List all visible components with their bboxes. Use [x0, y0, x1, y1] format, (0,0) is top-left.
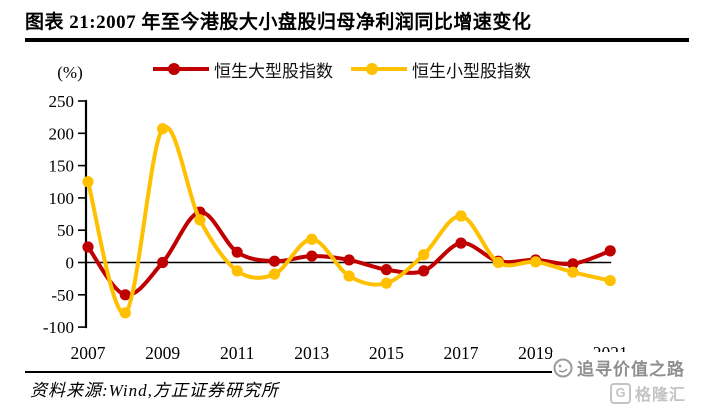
- gelonghui-logo-icon: G: [610, 382, 631, 404]
- watermark-logo-row: G 格隆汇: [610, 381, 714, 404]
- title-rule: [25, 38, 689, 42]
- data-point-small-cap: [492, 256, 504, 269]
- data-point-small-cap: [343, 270, 355, 282]
- data-point-large-cap: [418, 265, 430, 277]
- data-point-small-cap: [194, 214, 206, 226]
- data-point-small-cap: [604, 274, 616, 287]
- legend-label-small-cap: 恒生小型股指数: [412, 61, 531, 81]
- gelonghui-logo-text: 格隆汇: [635, 387, 687, 404]
- data-point-large-cap: [82, 241, 94, 253]
- x-tick-label: 2007: [71, 343, 106, 363]
- data-point-small-cap: [82, 176, 94, 188]
- data-point-large-cap: [231, 246, 243, 258]
- data-point-small-cap: [530, 256, 542, 268]
- y-tick-label: 100: [49, 189, 75, 208]
- data-point-small-cap: [455, 210, 467, 222]
- data-point-small-cap: [231, 265, 243, 277]
- data-point-small-cap: [157, 123, 169, 135]
- legend-marker-large-cap-icon: [153, 63, 209, 75]
- y-tick-label: 200: [49, 124, 75, 143]
- source-note: 资料来源:Wind,方正证券研究所: [30, 381, 279, 400]
- legend-label-large-cap: 恒生大型股指数: [214, 61, 333, 81]
- data-point-large-cap: [455, 237, 467, 249]
- footer-rule: [25, 371, 689, 373]
- legend-marker-small-cap-icon: [351, 63, 407, 75]
- y-axis-unit-label: (%): [57, 63, 82, 82]
- data-point-large-cap: [343, 254, 355, 266]
- figure-title: 图表 21:2007 年至今港股大小盘股归母净利润同比增速变化: [25, 12, 532, 33]
- data-point-small-cap: [418, 249, 430, 261]
- data-point-small-cap: [567, 266, 579, 278]
- x-tick-label: 2019: [518, 343, 553, 363]
- data-point-small-cap: [119, 307, 131, 319]
- compass-icon: [553, 358, 573, 377]
- series-line-small-cap: [86, 124, 613, 315]
- data-point-small-cap: [380, 277, 392, 289]
- data-point-large-cap: [306, 250, 318, 262]
- y-tick-label: 50: [57, 221, 74, 240]
- data-point-large-cap: [157, 256, 169, 269]
- x-tick-label: 2013: [294, 343, 329, 363]
- data-point-large-cap: [567, 258, 579, 270]
- y-tick-label: -100: [43, 318, 74, 337]
- y-tick-label: -50: [51, 286, 74, 305]
- legend-item-large-cap: 恒生大型股指数: [152, 57, 333, 81]
- data-point-large-cap: [380, 264, 392, 276]
- data-point-small-cap: [268, 268, 281, 280]
- series-line-large-cap: [86, 210, 613, 297]
- data-point-large-cap: [604, 245, 616, 257]
- x-tick-label: 2015: [369, 343, 404, 363]
- watermark-slogan: 追寻价值之路: [577, 360, 685, 379]
- data-point-large-cap: [119, 289, 131, 301]
- x-tick-label: 2011: [220, 343, 254, 363]
- data-point-small-cap: [306, 233, 318, 245]
- x-tick-label: 2009: [145, 343, 180, 363]
- x-tick-label: 2017: [444, 343, 479, 363]
- y-tick-label: 250: [49, 92, 75, 111]
- watermark: 追寻价值之路 G 格隆汇: [552, 352, 714, 404]
- watermark-slogan-row: 追寻价值之路: [552, 355, 714, 380]
- y-tick-label: 0: [66, 254, 75, 273]
- legend-item-small-cap: 恒生小型股指数: [350, 57, 531, 81]
- data-point-large-cap: [268, 255, 281, 267]
- y-tick-label: 150: [49, 157, 75, 176]
